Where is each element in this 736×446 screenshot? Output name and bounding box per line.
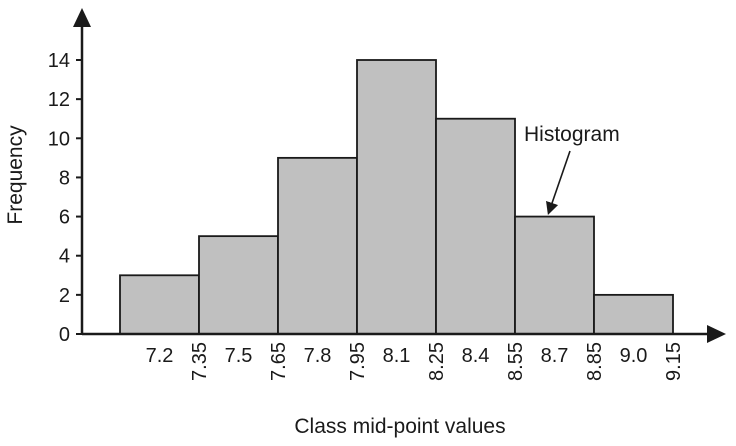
histogram-annotation: Histogram	[524, 123, 620, 216]
x-labels-group: 7.2 7.5 7.8 8.1 8.4 8.7 9.0 7.35 7.65 7.95 8.25 8.5…	[146, 342, 685, 381]
y-ticks-group: 0 2 4 6 8 10 12 14	[48, 50, 82, 346]
x-midpoint-label-7.5: 7.5	[225, 345, 253, 367]
x-axis-arrow	[707, 325, 726, 343]
y-tick-label-6: 6	[59, 207, 70, 229]
bar-8.1	[356, 59, 437, 335]
x-boundary-label-7.95: 7.95	[347, 342, 369, 381]
x-midpoint-label-8.7: 8.7	[541, 345, 569, 367]
x-midpoint-label-7.2: 7.2	[146, 345, 174, 367]
x-boundary-label-8.25: 8.25	[426, 342, 448, 381]
x-boundary-label-8.85: 8.85	[584, 342, 606, 381]
annotation-arrow	[546, 150, 571, 216]
axes-group	[73, 8, 726, 343]
x-midpoint-label-8.1: 8.1	[383, 345, 411, 367]
x-midpoint-label-7.8: 7.8	[304, 345, 332, 367]
x-boundary-label-7.35: 7.35	[189, 342, 211, 381]
y-tick-label-0: 0	[59, 324, 70, 346]
y-tick-label-4: 4	[59, 246, 70, 268]
annotation-label: Histogram	[524, 123, 620, 146]
y-tick-label-10: 10	[48, 128, 70, 150]
x-boundary-label-7.65: 7.65	[268, 342, 290, 381]
x-midpoint-label-8.4: 8.4	[462, 345, 490, 367]
x-boundary-label-8.55: 8.55	[505, 342, 527, 381]
x-midpoint-label-9.0: 9.0	[620, 345, 648, 367]
y-tick-label-2: 2	[59, 285, 70, 307]
y-tick-label-8: 8	[59, 167, 70, 189]
y-axis-arrow	[73, 8, 91, 27]
bar-8.7	[514, 215, 595, 335]
y-axis-title: Frequency	[4, 125, 27, 225]
x-boundary-label-9.15: 9.15	[663, 342, 685, 381]
x-axis-title: Class mid-point values	[294, 415, 505, 438]
bars-group	[119, 59, 674, 335]
bar-9.0	[593, 293, 674, 335]
bar-7.2	[119, 274, 200, 335]
bar-8.4	[435, 117, 516, 335]
y-tick-label-14: 14	[48, 50, 70, 72]
y-tick-label-12: 12	[48, 89, 70, 111]
bar-7.5	[198, 235, 279, 335]
bar-7.8	[277, 156, 358, 335]
